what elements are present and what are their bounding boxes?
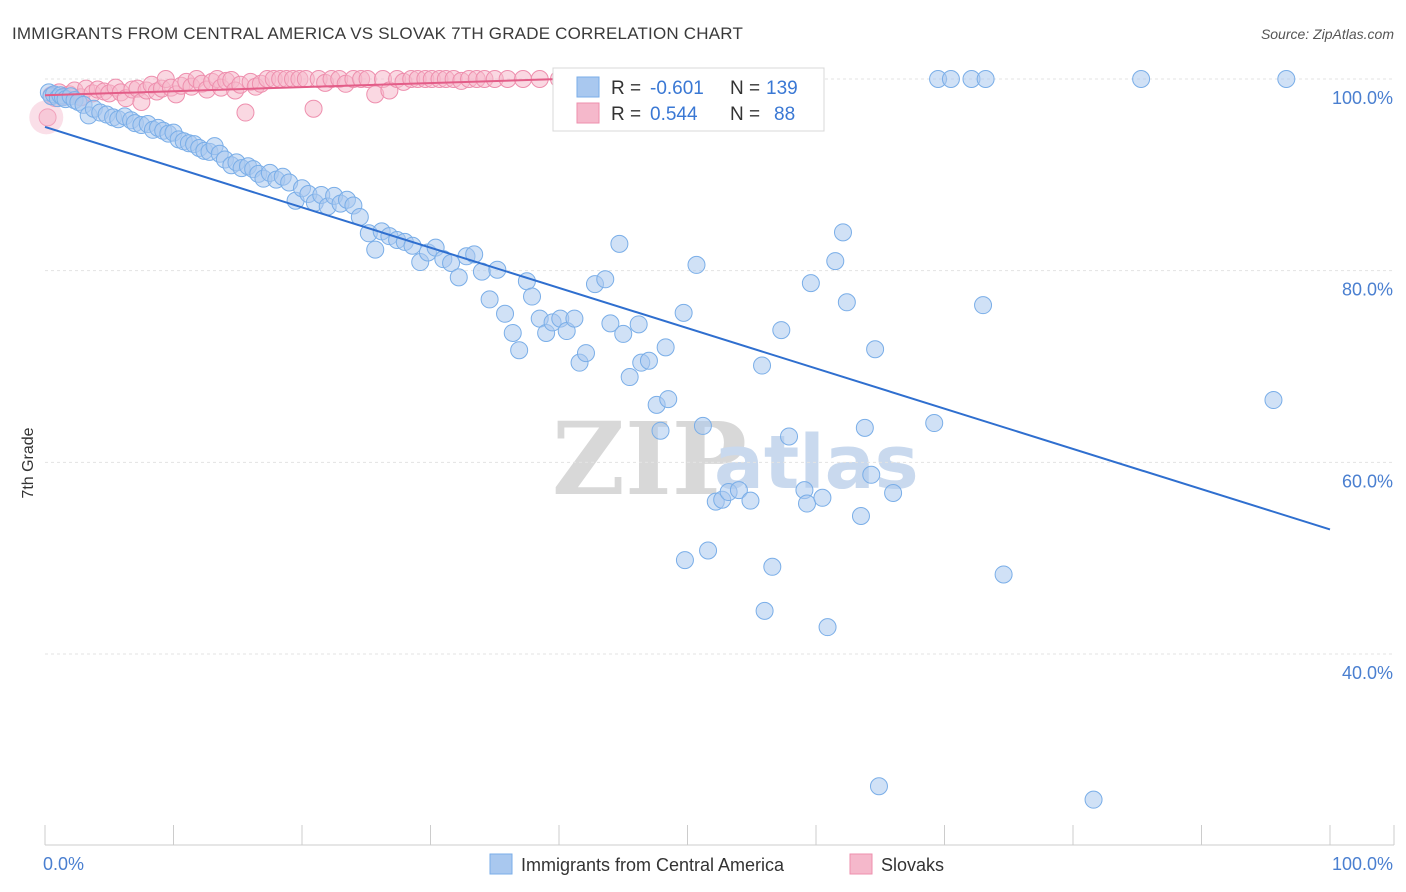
- point-central-america: [974, 296, 993, 315]
- point-slovaks: [38, 108, 57, 127]
- point-slovaks: [304, 99, 323, 118]
- point-central-america: [801, 274, 820, 293]
- stats-n-value-central: 139: [766, 78, 798, 99]
- point-central-america: [855, 418, 874, 437]
- point-central-america: [837, 293, 856, 312]
- point-central-america: [755, 601, 774, 620]
- point-central-america: [565, 309, 584, 328]
- point-central-america: [465, 245, 484, 264]
- point-central-america: [884, 484, 903, 502]
- point-central-america: [798, 494, 817, 513]
- x-tick-label: 100.0%: [1332, 854, 1393, 874]
- point-central-america: [851, 507, 870, 525]
- point-central-america: [699, 541, 718, 560]
- x-axis-tick-marks: [44, 825, 1395, 845]
- legend-label-slovaks: Slovaks: [881, 855, 944, 875]
- stats-n-value-slovaks: 88: [774, 104, 795, 125]
- point-central-america: [639, 351, 658, 370]
- legend-swatch-central-america: [489, 853, 513, 875]
- point-central-america: [1084, 790, 1103, 809]
- point-central-america: [741, 491, 760, 510]
- point-central-america: [480, 290, 499, 309]
- y-tick-label: 40.0%: [1342, 663, 1393, 683]
- stats-r-label-slovaks: R =: [611, 104, 641, 125]
- y-tick-labels: 100.0% 80.0% 60.0% 40.0%: [1332, 88, 1393, 683]
- trend-lines: [44, 78, 1331, 531]
- stats-r-label-central: R =: [611, 78, 641, 99]
- point-central-america: [833, 223, 852, 242]
- point-central-america: [780, 427, 799, 446]
- point-central-america: [976, 70, 995, 88]
- point-central-america: [366, 240, 385, 259]
- stats-swatch-central-america: [576, 76, 600, 98]
- point-central-america: [772, 321, 791, 340]
- point-central-america: [925, 414, 944, 433]
- legend: Immigrants from Central America Slovaks: [489, 853, 944, 875]
- point-central-america: [503, 323, 522, 342]
- point-central-america: [753, 356, 772, 375]
- point-central-america: [763, 557, 782, 576]
- point-slovaks-large: [29, 100, 64, 135]
- y-tick-label: 60.0%: [1342, 471, 1393, 491]
- point-central-america: [729, 481, 748, 500]
- point-central-america: [610, 234, 629, 253]
- point-central-america: [1132, 70, 1151, 88]
- point-central-america: [629, 315, 648, 334]
- stats-box: R = -0.601 N = 139 R = 0.544 N = 88: [552, 67, 825, 132]
- chart-title: IMMIGRANTS FROM CENTRAL AMERICA VS SLOVA…: [12, 24, 743, 43]
- legend-label-central-america: Immigrants from Central America: [521, 855, 785, 875]
- point-central-america: [687, 255, 706, 274]
- x-tick-labels: 0.0% 100.0%: [43, 854, 1393, 874]
- point-central-america: [994, 565, 1013, 584]
- y-tick-label: 80.0%: [1342, 280, 1393, 300]
- point-central-america: [576, 344, 595, 363]
- point-central-america: [596, 270, 615, 289]
- trend-line-central-america: [44, 125, 1331, 531]
- point-central-america: [656, 338, 675, 357]
- point-central-america: [601, 314, 620, 333]
- stats-r-value-slovaks: 0.544: [650, 104, 698, 125]
- point-central-america: [659, 390, 678, 409]
- point-central-america: [674, 303, 693, 322]
- point-slovaks: [236, 103, 255, 122]
- point-central-america: [488, 260, 507, 279]
- point-central-america: [523, 287, 542, 306]
- y-tick-label: 100.0%: [1332, 88, 1393, 108]
- x-tick-label: 0.0%: [43, 854, 84, 874]
- stats-n-label-slovaks: N =: [730, 104, 760, 125]
- point-central-america: [675, 551, 694, 570]
- point-central-america: [941, 70, 960, 88]
- point-central-america: [866, 340, 885, 359]
- trend-line-slovaks: [44, 78, 560, 97]
- point-central-america: [614, 324, 633, 343]
- point-central-america: [449, 268, 468, 287]
- point-central-america: [1264, 391, 1283, 410]
- point-central-america: [651, 421, 670, 440]
- stats-n-label-central: N =: [730, 78, 760, 99]
- stats-swatch-slovaks: [576, 102, 600, 124]
- point-central-america: [693, 416, 712, 435]
- point-slovaks: [498, 70, 517, 88]
- chart-source: Source: ZipAtlas.com: [1261, 26, 1394, 42]
- point-central-america: [620, 368, 639, 387]
- point-central-america: [826, 252, 845, 271]
- stats-r-value-central: -0.601: [650, 78, 704, 99]
- point-central-america: [862, 465, 881, 484]
- legend-swatch-slovaks: [849, 853, 873, 875]
- point-central-america: [1277, 70, 1296, 88]
- point-central-america: [869, 777, 888, 796]
- point-central-america: [813, 488, 832, 507]
- point-central-america: [818, 618, 837, 637]
- y-axis-label: 7th Grade: [20, 427, 37, 498]
- point-central-america: [496, 304, 515, 323]
- point-central-america: [510, 341, 529, 360]
